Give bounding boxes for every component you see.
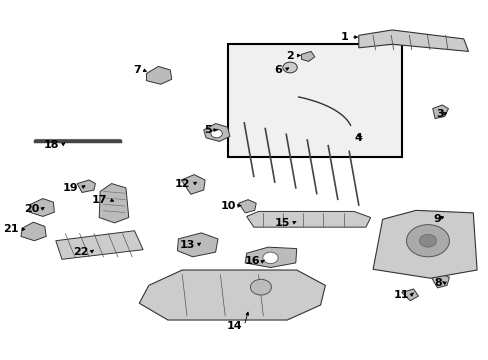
Circle shape xyxy=(263,252,278,264)
Text: 22: 22 xyxy=(73,247,88,257)
Polygon shape xyxy=(77,180,95,193)
Polygon shape xyxy=(301,51,314,62)
Text: 4: 4 xyxy=(353,133,362,143)
Circle shape xyxy=(283,62,297,73)
Text: 7: 7 xyxy=(133,65,141,75)
Polygon shape xyxy=(21,222,46,241)
Polygon shape xyxy=(203,123,229,141)
Text: 12: 12 xyxy=(175,179,190,189)
Polygon shape xyxy=(146,66,171,84)
Bar xyxy=(227,44,401,157)
Polygon shape xyxy=(358,30,468,51)
Text: 13: 13 xyxy=(180,240,195,250)
Text: 18: 18 xyxy=(44,140,60,150)
Circle shape xyxy=(250,279,271,295)
Polygon shape xyxy=(246,211,370,227)
Polygon shape xyxy=(177,233,218,257)
Polygon shape xyxy=(99,184,128,223)
Text: 5: 5 xyxy=(204,125,212,135)
Polygon shape xyxy=(139,270,325,320)
Text: 3: 3 xyxy=(435,109,443,119)
Polygon shape xyxy=(29,199,54,216)
Polygon shape xyxy=(432,105,447,118)
Text: 21: 21 xyxy=(3,224,19,234)
Polygon shape xyxy=(181,175,204,194)
Circle shape xyxy=(419,234,436,247)
Text: 11: 11 xyxy=(392,290,408,300)
Text: 15: 15 xyxy=(275,218,290,228)
Text: 9: 9 xyxy=(432,213,441,224)
Polygon shape xyxy=(56,231,143,259)
Circle shape xyxy=(406,225,448,257)
Polygon shape xyxy=(430,274,448,288)
Text: 16: 16 xyxy=(244,256,260,266)
Text: 1: 1 xyxy=(340,32,347,42)
Circle shape xyxy=(431,211,442,220)
Text: 14: 14 xyxy=(226,321,242,331)
Text: 2: 2 xyxy=(285,51,293,61)
Polygon shape xyxy=(401,289,418,301)
Text: 20: 20 xyxy=(23,204,39,214)
Polygon shape xyxy=(244,247,296,267)
Text: 10: 10 xyxy=(220,201,236,211)
Polygon shape xyxy=(372,210,476,278)
Text: 17: 17 xyxy=(92,195,107,204)
Text: 8: 8 xyxy=(434,278,441,288)
Circle shape xyxy=(210,129,222,138)
Text: 19: 19 xyxy=(63,183,79,193)
Polygon shape xyxy=(238,200,256,213)
Text: 6: 6 xyxy=(274,65,282,75)
